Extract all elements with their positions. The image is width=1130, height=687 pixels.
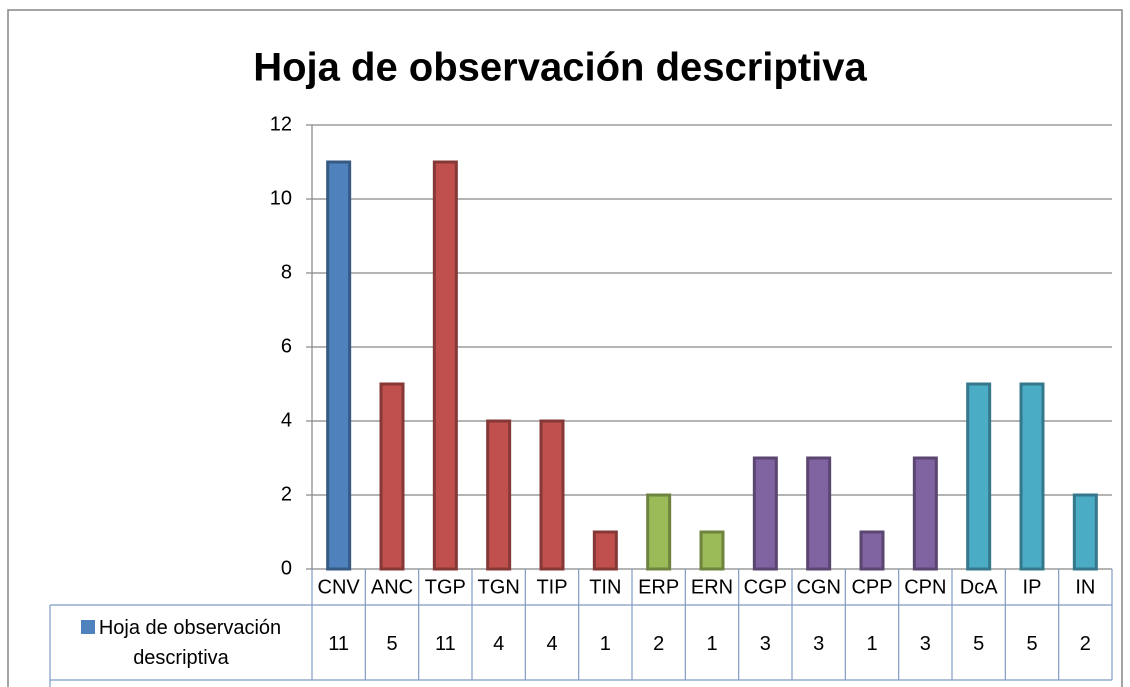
- legend-key: [80, 619, 95, 634]
- table-value: 2: [1080, 633, 1091, 655]
- x-tick-label: CGN: [796, 576, 840, 598]
- bar: [539, 419, 565, 571]
- x-tick-label: ERP: [638, 576, 679, 598]
- x-tick-label: CGP: [744, 576, 787, 598]
- x-tick-label: IN: [1075, 576, 1095, 598]
- bar: [912, 456, 938, 571]
- bar: [1072, 493, 1098, 571]
- bar: [379, 382, 405, 571]
- x-tick-label: TIN: [589, 576, 621, 598]
- table-value: 5: [386, 633, 397, 655]
- table-value: 3: [760, 633, 771, 655]
- bar: [592, 530, 618, 571]
- x-tick-label: IP: [1023, 576, 1042, 598]
- bar: [1019, 382, 1045, 571]
- y-tick-label: 2: [281, 483, 292, 505]
- legend: Hoja de observación descriptiva: [50, 605, 312, 680]
- x-tick-label: CPN: [904, 576, 946, 598]
- table-value: 5: [973, 633, 984, 655]
- table-value: 1: [706, 633, 717, 655]
- chart-title: Hoja de observación descriptiva: [253, 46, 867, 90]
- bar: [646, 493, 672, 571]
- table-value: 2: [653, 633, 664, 655]
- y-tick-label: 6: [281, 335, 292, 357]
- y-tick-label: 10: [270, 187, 292, 209]
- y-tick-label: 8: [281, 261, 292, 283]
- y-tick-label: 0: [281, 557, 292, 579]
- x-tick-label: CNV: [318, 576, 361, 598]
- bar: [432, 160, 458, 571]
- bar: [752, 456, 778, 571]
- table-value: 5: [1026, 633, 1037, 655]
- y-tick-label: 12: [270, 113, 292, 135]
- x-tick-label: TIP: [536, 576, 567, 598]
- legend-entry: Hoja de observación descriptiva: [50, 605, 312, 680]
- table-value: 11: [435, 633, 456, 655]
- table-value: 1: [866, 633, 877, 655]
- table-value: 3: [813, 633, 824, 655]
- bar: [966, 382, 992, 571]
- x-tick-label: CPP: [851, 576, 892, 598]
- x-tick-label: ERN: [691, 576, 733, 598]
- legend-label: Hoja de observación descriptiva: [98, 616, 282, 669]
- x-tick-label: DcA: [960, 576, 998, 598]
- chart-border: [7, 9, 1123, 687]
- bar: [699, 530, 725, 571]
- bar: [326, 160, 352, 571]
- table-value: 11: [328, 633, 349, 655]
- bar: [806, 456, 832, 571]
- table-value: 4: [493, 633, 504, 655]
- x-tick-label: ANC: [371, 576, 413, 598]
- x-tick-label: TGP: [425, 576, 466, 598]
- bar: [859, 530, 885, 571]
- table-value: 4: [546, 633, 557, 655]
- bar: [486, 419, 512, 571]
- table-value: 1: [600, 633, 611, 655]
- x-tick-label: TGN: [478, 576, 520, 598]
- table-value: 3: [920, 633, 931, 655]
- y-tick-label: 4: [281, 409, 292, 431]
